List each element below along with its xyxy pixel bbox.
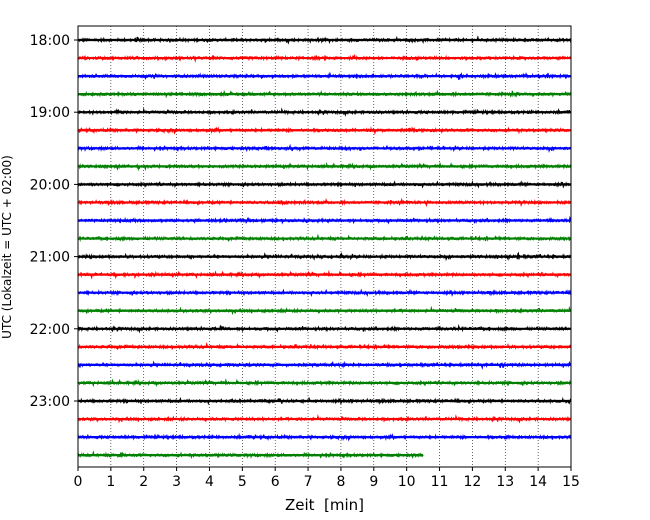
x-tick-label: 15 xyxy=(562,474,580,490)
y-tick-label: 21:00 xyxy=(30,250,70,266)
x-tick-label: 12 xyxy=(463,474,481,490)
x-tick-label: 0 xyxy=(74,474,83,490)
y-tick-label: 23:00 xyxy=(30,394,70,410)
x-axis-ticks: 0 1 2 3 4 5 6 7 8 9 10 11 12 13 14 15 xyxy=(74,467,580,490)
y-tick-label: 20:00 xyxy=(30,177,70,193)
traces-group xyxy=(77,35,572,460)
x-tick-label: 5 xyxy=(238,474,247,490)
x-tick-label: 3 xyxy=(172,474,181,490)
x-tick-label: 2 xyxy=(139,474,148,490)
y-axis-label: UTC (Lokalzeit = UTC + 02:00) xyxy=(0,155,14,339)
x-tick-label: 6 xyxy=(271,474,280,490)
plot-frame xyxy=(77,25,572,468)
x-axis-label: Zeit [min] xyxy=(285,496,364,514)
x-tick-label: 4 xyxy=(205,474,214,490)
x-tick-label: 1 xyxy=(106,474,115,490)
x-tick-label: 7 xyxy=(304,474,313,490)
y-tick-label: 22:00 xyxy=(30,322,70,338)
x-tick-label: 14 xyxy=(529,474,547,490)
y-axis-ticks: 18:00 19:00 20:00 21:00 22:00 23:00 xyxy=(30,33,78,410)
x-tick-label: 9 xyxy=(369,474,378,490)
y-tick-label: 18:00 xyxy=(30,33,70,49)
x-tick-label: 13 xyxy=(496,474,514,490)
y-tick-label: 19:00 xyxy=(30,105,70,121)
x-tick-label: 11 xyxy=(431,474,449,490)
x-tick-label: 8 xyxy=(336,474,345,490)
x-tick-label: 10 xyxy=(398,474,416,490)
